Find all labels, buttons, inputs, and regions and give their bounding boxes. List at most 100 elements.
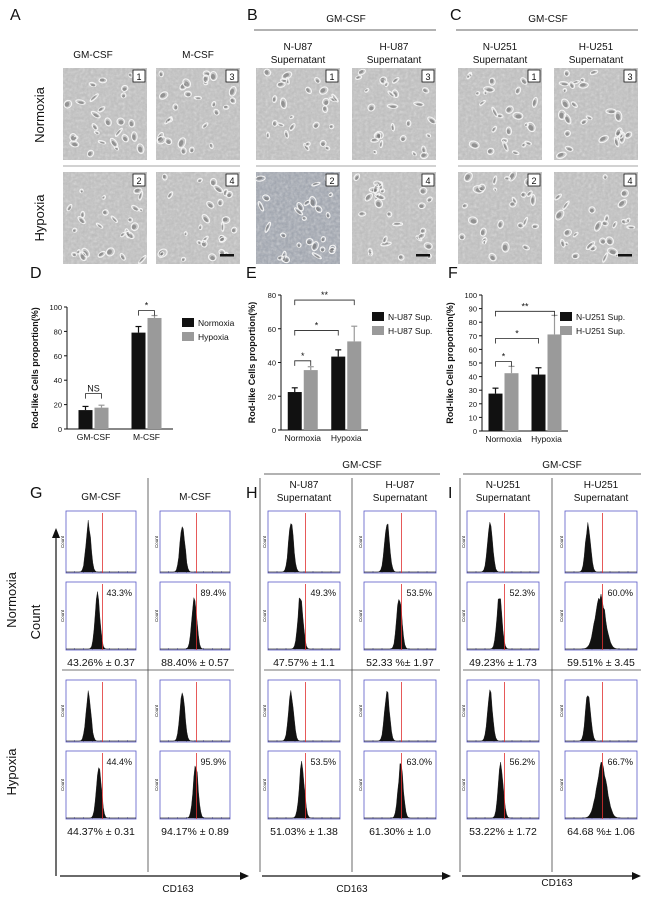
histogram-frame xyxy=(267,679,341,743)
cell-body xyxy=(565,132,569,136)
panel-letter-g: G xyxy=(30,485,42,502)
cell-body xyxy=(166,140,171,144)
cell-outline xyxy=(617,199,628,209)
cell-outline xyxy=(419,186,428,195)
cell-outline xyxy=(531,223,540,229)
y-axis-label: Rod-like Cells proportion(%) xyxy=(247,302,257,424)
cell-outline xyxy=(558,81,570,87)
cell-body xyxy=(512,199,516,203)
flow-isotype-g-1-1: Count xyxy=(154,679,231,743)
gate-percentage: 63.0% xyxy=(406,757,432,767)
cell-outline xyxy=(305,237,314,246)
flow-isotype-i-0-0: Count xyxy=(461,510,540,574)
histogram-curve xyxy=(66,767,136,819)
cell-body xyxy=(565,116,570,123)
cell-outline xyxy=(382,235,388,244)
cell-body xyxy=(328,193,331,197)
x-tick-label: GM-CSF xyxy=(77,432,111,442)
cell-outline xyxy=(602,174,608,180)
cell-body xyxy=(380,190,384,193)
cell-body xyxy=(325,147,329,150)
cell-body xyxy=(490,255,495,261)
cell-body xyxy=(531,197,534,204)
cell-body xyxy=(227,193,231,198)
cell-outline xyxy=(580,118,588,125)
flow-col-subheader-h-1: Supernatant xyxy=(373,493,428,504)
cell-outline xyxy=(133,187,143,195)
cell-body xyxy=(196,97,201,100)
cell-outline xyxy=(125,230,135,240)
image-number-box xyxy=(225,69,239,83)
cell-body xyxy=(264,196,269,201)
cell-body xyxy=(614,139,618,146)
cell-outline xyxy=(66,203,73,212)
cell-outline xyxy=(468,72,473,77)
image-number-box xyxy=(527,173,541,187)
col-header-gm-csf: GM-CSF xyxy=(73,50,112,61)
flow-cd163-i-1-1: Count xyxy=(559,750,638,820)
histogram-y-label: Count xyxy=(358,535,363,548)
image-number: 3 xyxy=(425,72,430,82)
cell-body xyxy=(97,225,102,228)
col-header-c-0: N-U251 xyxy=(483,42,518,53)
cell-outline xyxy=(563,113,572,125)
cell-body xyxy=(312,243,317,250)
cell-outline xyxy=(512,150,520,156)
cell-outline xyxy=(328,192,333,198)
cell-body xyxy=(272,97,276,102)
cd163-axis-g-arrow xyxy=(240,872,249,880)
cell-body xyxy=(492,127,495,132)
histogram-frame xyxy=(363,510,437,574)
cell-body xyxy=(573,81,578,83)
cell-body xyxy=(581,121,586,124)
cell-outline xyxy=(563,69,570,77)
cell-body xyxy=(315,207,320,212)
flow-cd163-h-0-1: Count xyxy=(358,581,437,651)
cell-body xyxy=(190,149,194,153)
cell-outline xyxy=(585,115,593,120)
histogram-curve xyxy=(364,598,436,650)
cell-body xyxy=(312,182,318,185)
cell-body xyxy=(157,137,164,142)
cell-outline xyxy=(284,129,290,139)
cell-body xyxy=(389,93,394,97)
cell-outline xyxy=(475,91,481,96)
cd163-axis-i-arrow xyxy=(632,872,641,880)
cell-outline xyxy=(505,126,513,136)
cell-outline xyxy=(280,255,291,264)
cell-outline xyxy=(373,131,382,141)
cell-body xyxy=(115,129,121,135)
cell-outline xyxy=(157,248,168,258)
panel-letter-i: I xyxy=(448,485,452,502)
cell-body xyxy=(567,148,572,151)
cell-body xyxy=(128,218,131,222)
image-number: 2 xyxy=(531,176,536,186)
mean-value: 47.57% ± 1.1 xyxy=(273,657,335,669)
cell-body xyxy=(605,217,608,221)
cell-outline xyxy=(524,140,533,146)
cell-body xyxy=(379,142,382,147)
cell-body xyxy=(604,176,607,179)
cell-outline xyxy=(197,177,203,183)
image-number: 4 xyxy=(229,176,234,186)
cell-outline xyxy=(183,90,192,98)
cell-outline xyxy=(105,247,115,257)
cell-outline xyxy=(555,151,567,159)
cell-body xyxy=(497,115,502,118)
gate-percentage: 53.5% xyxy=(310,757,336,767)
significance-bracket xyxy=(294,299,355,306)
mean-value: 43.26% ± 0.37 xyxy=(67,657,135,669)
cell-body xyxy=(80,254,85,260)
significance-bracket xyxy=(495,338,539,344)
cell-body xyxy=(230,98,234,103)
cell-outline xyxy=(296,202,304,212)
cell-outline xyxy=(229,97,237,105)
cell-body xyxy=(306,88,310,93)
mean-value: 49.23% ± 1.73 xyxy=(469,657,537,669)
flow-isotype-i-0-1: Count xyxy=(559,510,638,574)
cell-body xyxy=(427,198,432,202)
histogram-frame xyxy=(159,510,231,574)
cell-body xyxy=(571,102,576,107)
significance-bracket xyxy=(85,393,102,399)
cell-body xyxy=(209,143,212,148)
